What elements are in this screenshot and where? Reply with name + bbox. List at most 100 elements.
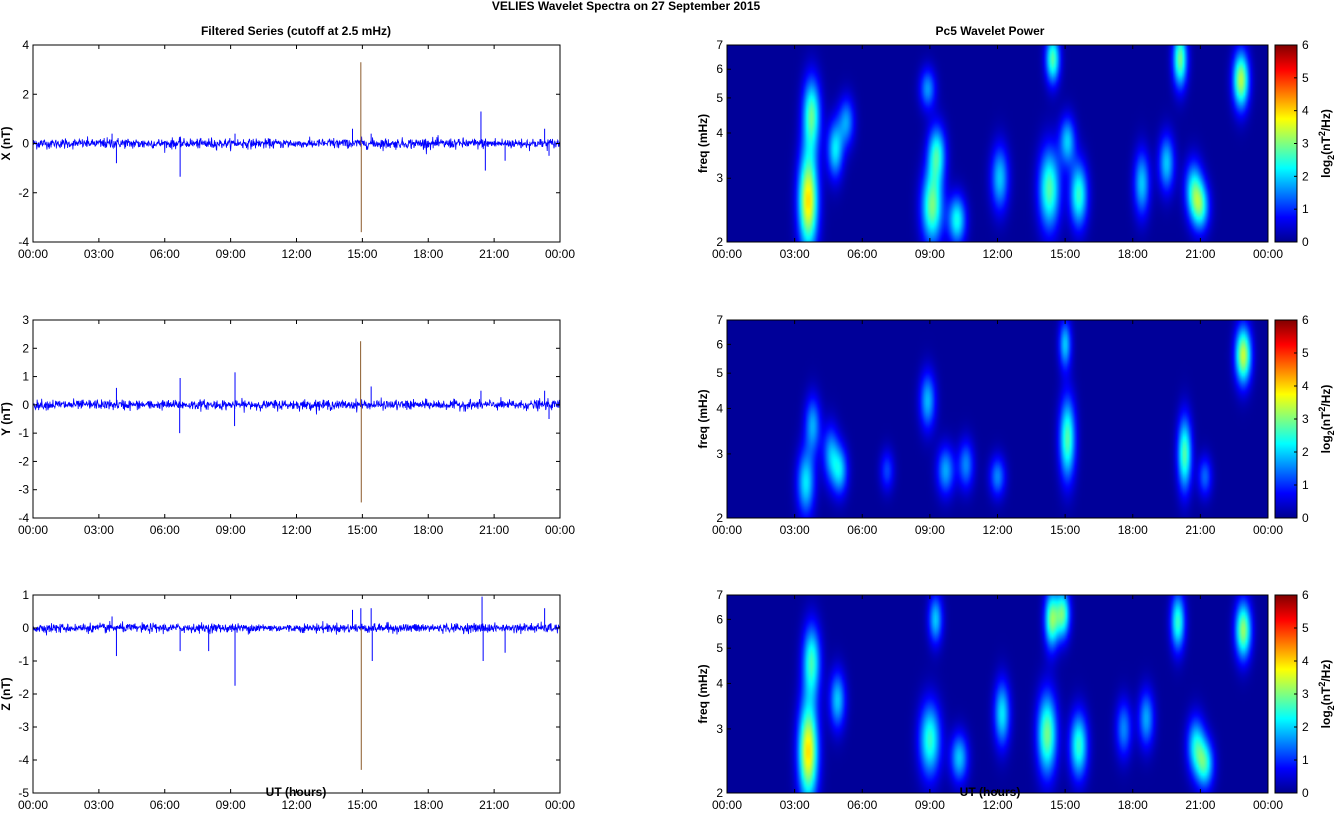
series-ytick-label-0-4: -4 <box>18 235 29 249</box>
wavelet-xtick-label-2-5: 15:00 <box>1050 798 1080 812</box>
colorbar-tick-label-1-3: 3 <box>1302 412 1309 426</box>
wavelet-xtick-label-1-3: 09:00 <box>915 523 945 537</box>
series-xtick-label-1-0: 00:00 <box>18 523 48 537</box>
series-xtick-label-0-6: 18:00 <box>413 247 443 261</box>
wavelet-xtick-label-2-0: 00:00 <box>712 798 742 812</box>
colorbar-label-part-1-2: (nT <box>1319 411 1333 430</box>
wavelet-ytick-label-1-2: 5 <box>716 366 723 380</box>
colorbar-label-part-1-3: 2 <box>1317 407 1327 412</box>
colorbar-label-part-1-1: 2 <box>1326 430 1336 435</box>
series-ytick-label-1-1: 2 <box>22 341 29 355</box>
series-xtick-label-2-2: 06:00 <box>150 798 180 812</box>
series-trace-0 <box>32 135 561 155</box>
series-xtick-label-1-4: 12:00 <box>281 523 311 537</box>
series-xtick-label-1-8: 00:00 <box>545 523 575 537</box>
wavelet-heatmap-0 <box>727 45 1268 242</box>
wavelet-ytick-label-1-0: 7 <box>716 313 723 327</box>
series-xtick-label-2-1: 03:00 <box>84 798 114 812</box>
wavelet-xtick-label-0-1: 03:00 <box>780 247 810 261</box>
right-column-title: Pc5 Wavelet Power <box>936 24 1045 38</box>
series-xtick-label-0-5: 15:00 <box>347 247 377 261</box>
wavelet-ytick-label-0-5: 2 <box>716 235 723 249</box>
wavelet-ytick-label-2-1: 6 <box>716 612 723 626</box>
wavelet-xtick-label-0-0: 00:00 <box>712 247 742 261</box>
series-xtick-label-0-4: 12:00 <box>281 247 311 261</box>
colorbar-tick-label-2-1: 5 <box>1302 621 1309 635</box>
wavelet-ylabel-1: freq (mHz) <box>696 389 710 448</box>
colorbar-tick-label-0-4: 2 <box>1302 169 1309 183</box>
wavelet-heatmap-2 <box>727 595 1268 793</box>
colorbar-tick-label-0-2: 4 <box>1302 104 1309 118</box>
colorbar-label-part-0-2: (nT <box>1319 136 1333 155</box>
colorbar-label-part-2-4: /Hz) <box>1319 660 1333 682</box>
series-ytick-label-1-0: 3 <box>22 313 29 327</box>
wavelet-ytick-label-2-0: 7 <box>716 588 723 602</box>
series-xtick-label-0-0: 00:00 <box>18 247 48 261</box>
series-ytick-label-1-2: 1 <box>22 370 29 384</box>
series-xtick-label-2-3: 09:00 <box>216 798 246 812</box>
series-ytick-label-0-1: 2 <box>22 87 29 101</box>
series-xtick-label-1-1: 03:00 <box>84 523 114 537</box>
wavelet-xtick-label-1-5: 15:00 <box>1050 523 1080 537</box>
series-xtick-label-0-2: 06:00 <box>150 247 180 261</box>
wavelet-ytick-label-0-2: 5 <box>716 91 723 105</box>
series-xtick-label-2-5: 15:00 <box>347 798 377 812</box>
series-ytick-label-2-2: -1 <box>18 654 29 668</box>
wavelet-ytick-label-2-4: 3 <box>716 722 723 736</box>
series-ytick-label-2-0: 1 <box>22 588 29 602</box>
wavelet-xtick-label-2-4: 12:00 <box>982 798 1012 812</box>
colorbar-tick-label-2-4: 2 <box>1302 720 1309 734</box>
colorbar-0 <box>1274 44 1298 243</box>
series-xtick-label-2-4: 12:00 <box>281 798 311 812</box>
series-ytick-label-1-6: -3 <box>18 483 29 497</box>
series-xtick-label-1-3: 09:00 <box>216 523 246 537</box>
series-xtick-label-2-8: 00:00 <box>545 798 575 812</box>
wavelet-heatmap-1 <box>727 320 1268 518</box>
colorbar-label-0: log2(nT2/Hz) <box>1317 109 1336 178</box>
colorbar-tick-label-1-5: 1 <box>1302 478 1309 492</box>
series-ytick-label-2-4: -3 <box>18 720 29 734</box>
wavelet-ytick-label-1-4: 3 <box>716 447 723 461</box>
colorbar-label-part-2-2: (nT <box>1319 686 1333 705</box>
wavelet-ytick-label-1-5: 2 <box>716 511 723 525</box>
series-ylabel-0: X (nT) <box>0 127 13 161</box>
wavelet-xtick-label-2-6: 18:00 <box>1118 798 1148 812</box>
colorbar-tick-label-1-1: 5 <box>1302 346 1309 360</box>
series-ytick-label-2-5: -4 <box>18 753 29 767</box>
series-ytick-label-1-7: -4 <box>18 511 29 525</box>
colorbar-tick-label-0-5: 1 <box>1302 202 1309 216</box>
wavelet-xtick-label-0-5: 15:00 <box>1050 247 1080 261</box>
series-trace-1 <box>32 397 561 415</box>
series-xtick-label-0-8: 00:00 <box>545 247 575 261</box>
colorbar-tick-label-2-6: 0 <box>1302 786 1309 800</box>
series-trace-2 <box>32 620 561 636</box>
colorbar-label-part-0-3: 2 <box>1317 131 1327 136</box>
colorbar-label-part-0-4: /Hz) <box>1319 109 1333 131</box>
colorbar-tick-label-1-6: 0 <box>1302 511 1309 525</box>
wavelet-xtick-label-2-2: 06:00 <box>847 798 877 812</box>
wavelet-xtick-label-0-6: 18:00 <box>1118 247 1148 261</box>
wavelet-xtick-label-1-6: 18:00 <box>1118 523 1148 537</box>
series-xtick-label-2-6: 18:00 <box>413 798 443 812</box>
panels: 420-2-400:00 03:00 06:00 09:00 12:00 15:00 18:… <box>0 38 1336 812</box>
colorbar-1 <box>1274 319 1298 519</box>
wavelet-xtick-label-1-8: 00:00 <box>1253 523 1283 537</box>
series-ytick-label-1-3: 0 <box>22 398 29 412</box>
left-column-title: Filtered Series (cutoff at 2.5 mHz) <box>201 24 391 38</box>
colorbar-label-2: log2(nT2/Hz) <box>1317 660 1336 729</box>
colorbar-tick-label-1-2: 4 <box>1302 379 1309 393</box>
wavelet-xtick-label-2-3: 09:00 <box>915 798 945 812</box>
colorbar-tick-label-2-0: 6 <box>1302 588 1309 602</box>
wavelet-xtick-label-2-7: 21:00 <box>1185 798 1215 812</box>
wavelet-xtick-label-0-3: 09:00 <box>915 247 945 261</box>
series-xtick-label-1-6: 18:00 <box>413 523 443 537</box>
wavelet-ytick-label-0-3: 4 <box>716 126 723 140</box>
series-xtick-label-0-3: 09:00 <box>216 247 246 261</box>
colorbar-label-part-2-1: 2 <box>1326 705 1336 710</box>
series-ytick-label-2-3: -2 <box>18 687 29 701</box>
wavelet-ytick-label-1-3: 4 <box>716 401 723 415</box>
wavelet-xtick-label-1-7: 21:00 <box>1185 523 1215 537</box>
wavelet-xtick-label-1-4: 12:00 <box>982 523 1012 537</box>
series-xtick-label-2-7: 21:00 <box>479 798 509 812</box>
